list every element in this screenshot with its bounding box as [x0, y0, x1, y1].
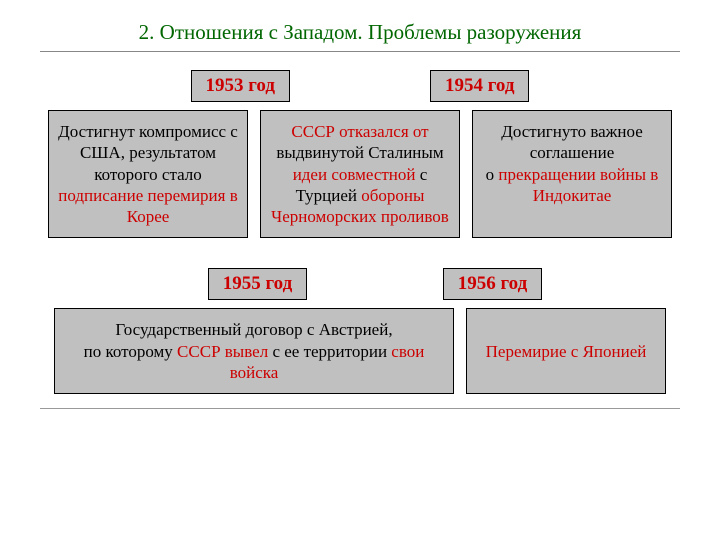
box-japan: Перемирие с Японией [466, 308, 666, 394]
bottom-rule [40, 408, 680, 409]
row1-boxes: Достигнут компромисс с США, результатом … [40, 110, 680, 238]
slide-title: 2. Отношения с Западом. Проблемы разоруж… [40, 20, 680, 52]
row1-year-labels: 1953 год 1954 год [40, 70, 680, 102]
box-turkey-t3: идеи совместной [293, 165, 420, 184]
row2-boxes: Государственный договор с Австрией, по к… [40, 308, 680, 394]
box-austria-t1: Государственный договор с Австрией, [115, 320, 392, 339]
box-korea-text2: подписание перемирия в Корее [58, 186, 237, 226]
row2-year-labels: 1955 год 1956 год [40, 268, 680, 300]
box-indochina-t1: Достигнуто важное соглашение [501, 122, 643, 162]
year-1953: 1953 год [191, 70, 290, 102]
box-japan-t1: Перемирие с Японией [486, 341, 647, 362]
year-1955: 1955 год [208, 268, 307, 300]
box-korea: Достигнут компромисс с США, результатом … [48, 110, 248, 238]
box-austria-t4: с ее территории [272, 342, 391, 361]
box-turkey-t1: СССР отказался от [291, 122, 428, 141]
box-austria-t2: по которому [84, 342, 177, 361]
box-korea-text1: Достигнут компромисс с США, результатом … [58, 122, 238, 184]
box-turkey: СССР отказался от выдвинутой Сталиным ид… [260, 110, 460, 238]
box-turkey-t2: выдвинутой Сталиным [276, 143, 443, 162]
year-1956: 1956 год [443, 268, 542, 300]
year-1954: 1954 год [430, 70, 529, 102]
box-indochina-t3: прекращении войны в Индокитае [498, 165, 658, 205]
box-indochina-t2: о [486, 165, 499, 184]
box-austria-t3: СССР вывел [177, 342, 272, 361]
box-indochina: Достигнуто важное соглашение о прекращен… [472, 110, 672, 238]
box-austria: Государственный договор с Австрией, по к… [54, 308, 454, 394]
